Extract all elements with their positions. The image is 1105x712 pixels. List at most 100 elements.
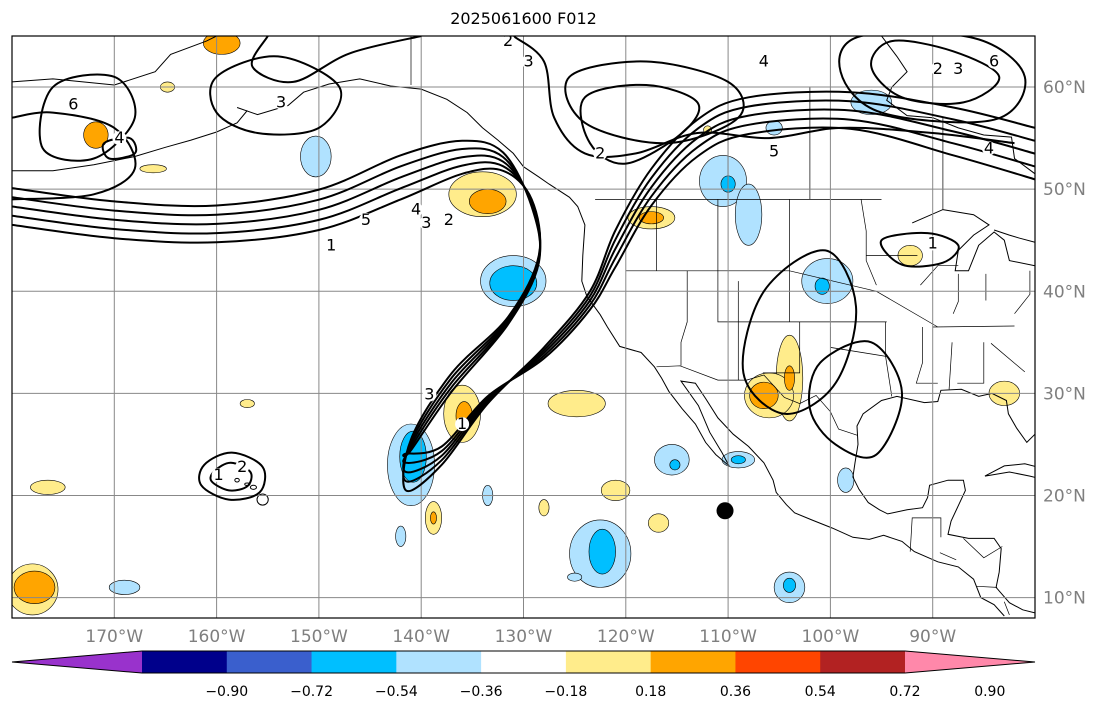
colorbar-segment xyxy=(396,651,482,673)
contour-label: 3 xyxy=(421,213,431,232)
colorbar-tick-label: 0.72 xyxy=(889,684,920,700)
latitude-label: 20°N xyxy=(1043,486,1086,506)
contour-line xyxy=(741,249,858,415)
island-outline xyxy=(234,477,240,483)
graticule xyxy=(12,36,1035,618)
island-outline xyxy=(249,484,257,490)
coastline xyxy=(993,229,1035,243)
island-outline xyxy=(256,493,269,506)
contour-label: 2 xyxy=(933,59,943,78)
political-border xyxy=(762,321,801,374)
contour-label-halo xyxy=(409,202,424,217)
political-border xyxy=(885,321,893,397)
anomaly-patch xyxy=(395,525,407,547)
anomaly-patch xyxy=(567,572,583,582)
political-border xyxy=(932,325,1015,328)
contour-label: 3 xyxy=(276,92,286,111)
anomaly-patch xyxy=(648,513,670,533)
latitude-label: 30°N xyxy=(1043,384,1086,404)
colorbar-segment xyxy=(226,651,313,673)
colorbar-extend-min xyxy=(12,651,142,673)
contour-label-halo xyxy=(981,141,996,156)
longitude-label: 100°W xyxy=(802,627,860,647)
political-border xyxy=(915,327,938,384)
political-border xyxy=(909,517,942,552)
contour-line xyxy=(808,340,904,459)
political-border xyxy=(920,265,959,286)
colorbar-tick-label: 0.36 xyxy=(720,684,751,700)
longitude-label: 150°W xyxy=(290,627,348,647)
anomaly-patch xyxy=(300,135,332,178)
contour-label-halo xyxy=(925,236,940,251)
political-border xyxy=(680,270,688,366)
contour-label-halo xyxy=(422,387,437,402)
colorbar-tick-label: 0.54 xyxy=(805,684,836,700)
longitude-label: 120°W xyxy=(597,627,655,647)
colorbar-tick-label: −0.36 xyxy=(460,684,503,700)
contour-label: 5 xyxy=(769,141,779,160)
map-frame xyxy=(11,35,1036,619)
anomaly-patch xyxy=(203,36,241,55)
contour-line xyxy=(512,36,1015,158)
contour-label-halo xyxy=(324,238,339,253)
contour-label-halo xyxy=(211,468,226,483)
anomaly-patch xyxy=(108,579,141,595)
anomaly-patch xyxy=(837,467,855,493)
political-border xyxy=(976,585,998,588)
contour-line xyxy=(12,111,137,201)
political-border xyxy=(952,273,959,314)
contour-label-halo xyxy=(593,146,608,161)
contour-label-halo xyxy=(756,54,771,69)
anomaly-patch xyxy=(30,479,66,495)
colorbar-outline xyxy=(11,650,1036,674)
contour-label-halo xyxy=(358,212,373,227)
longitude-label: 170°W xyxy=(85,627,143,647)
colorbar-tick-label: 0.18 xyxy=(635,684,666,700)
latitude-label: 10°N xyxy=(1043,589,1086,609)
anomaly-patch xyxy=(765,120,783,136)
colorbar-segment xyxy=(481,651,567,673)
political-border xyxy=(860,199,877,286)
colorbar-tick-label: −0.90 xyxy=(205,684,248,700)
anomaly-patch xyxy=(784,365,795,391)
anomaly-patch xyxy=(547,390,606,418)
contour-label-halo xyxy=(274,95,289,110)
contour-label-halo xyxy=(930,61,945,76)
anomaly-patch xyxy=(814,277,830,295)
anomaly-patch xyxy=(654,444,690,476)
contour-label: 4 xyxy=(984,138,994,157)
political-border xyxy=(963,538,1003,559)
contour-label: 1 xyxy=(214,465,224,484)
latitude-label: 60°N xyxy=(1043,78,1086,98)
longitude-label: 160°W xyxy=(188,627,246,647)
contour-label-halo xyxy=(419,215,434,230)
contour-label: 4 xyxy=(411,200,421,219)
coastlines xyxy=(12,36,1035,617)
contour-line xyxy=(250,36,422,84)
contour-label-halo xyxy=(987,54,1002,69)
longitude-label: 110°W xyxy=(699,627,757,647)
contour-line xyxy=(209,461,253,492)
anomaly-patch xyxy=(139,164,167,174)
anomaly-patch xyxy=(430,511,437,525)
contour-line xyxy=(209,55,343,136)
colorbar-extend-max xyxy=(905,651,1035,673)
contour-label: 4 xyxy=(114,128,124,147)
anomaly-patch xyxy=(850,89,893,115)
colorbar-tick-label: 0.90 xyxy=(974,684,1005,700)
anomaly-shading-layer xyxy=(12,36,1020,616)
contour-label: 3 xyxy=(424,384,434,403)
contour-line xyxy=(564,60,745,145)
political-border xyxy=(957,342,985,384)
contour-label-halo xyxy=(441,212,456,227)
contour-line xyxy=(879,231,960,268)
contour-label: 1 xyxy=(326,235,336,254)
contour-label: 6 xyxy=(68,95,78,114)
anomaly-patch xyxy=(749,381,779,409)
longitude-labels: 170°W 160°W 150°W 140°W 130°W 120°W 110°W 100°W… xyxy=(85,627,956,647)
contour-label: 2 xyxy=(595,144,605,163)
contour-label: 2 xyxy=(237,457,247,476)
longitude-label: 140°W xyxy=(392,627,450,647)
